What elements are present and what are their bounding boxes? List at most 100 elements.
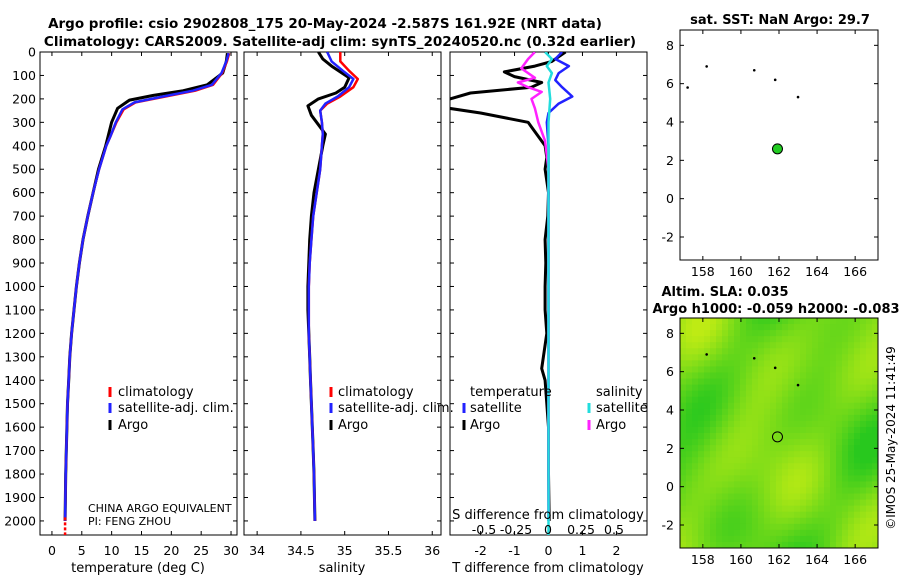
- sla-cell: [788, 511, 795, 519]
- sla-cell: [686, 529, 693, 537]
- sla-cell: [752, 481, 759, 489]
- sla-cell: [752, 402, 759, 410]
- sla-cell: [794, 481, 801, 489]
- sla-cell: [782, 451, 789, 458]
- sla-cell: [728, 354, 735, 361]
- sla-cell: [842, 451, 849, 458]
- sla-cell: [692, 469, 699, 476]
- sla-cell: [848, 535, 855, 543]
- sla-cell: [716, 499, 723, 507]
- sla-map-content: [705, 353, 800, 443]
- sla-cell: [806, 342, 813, 349]
- sla-cell: [770, 402, 777, 410]
- sla-cell: [692, 457, 699, 464]
- map-y-tick-label: 6: [666, 364, 674, 379]
- sla-cell: [824, 396, 831, 404]
- sla-cell: [680, 475, 687, 483]
- sla-cell: [758, 378, 765, 386]
- sla-cell: [830, 384, 837, 392]
- x-tick-label: 35.5: [375, 543, 403, 558]
- sla-cell: [848, 342, 855, 349]
- sla-cell: [848, 324, 855, 331]
- sla-cell: [686, 396, 693, 404]
- pi-annotation-line2: PI: FENG ZHOU: [88, 515, 171, 528]
- sla-cell: [698, 481, 705, 489]
- sla-cell: [854, 318, 861, 325]
- sla-cell: [722, 372, 729, 380]
- sla-cell: [752, 451, 759, 458]
- sla-cell: [848, 457, 855, 464]
- legend-label-s-argo: Argo: [596, 418, 626, 433]
- sla-cell: [734, 348, 741, 355]
- sla-cell: [836, 529, 843, 537]
- sla-cell: [860, 348, 867, 355]
- sla-cell: [794, 517, 801, 525]
- sla-cell: [740, 426, 747, 434]
- sla-cell: [842, 439, 849, 446]
- sla-cell: [854, 330, 861, 337]
- sla-cell: [764, 535, 771, 543]
- sla-cell: [848, 354, 855, 361]
- sla-cell: [698, 354, 705, 361]
- sla-cell: [746, 348, 753, 355]
- sla-cell: [824, 384, 831, 392]
- sla-cell: [794, 469, 801, 476]
- sla-cell: [812, 414, 819, 422]
- sla-cell: [722, 342, 729, 349]
- sla-cell: [692, 541, 699, 548]
- imos-credit: ©IMOS 25-May-2024 11:41:49: [884, 346, 898, 530]
- sla-cell: [812, 360, 819, 368]
- sla-cell: [872, 384, 878, 392]
- sla-cell: [722, 457, 729, 464]
- sla-cell: [842, 457, 849, 464]
- sla-map-title-line1: Altim. SLA: 0.035: [662, 285, 789, 300]
- island-mark: [796, 95, 800, 99]
- sla-cell: [866, 330, 873, 337]
- x-tick-label: 15: [134, 543, 150, 558]
- sla-cell: [824, 523, 831, 531]
- y-tick-label: 400: [12, 138, 36, 153]
- sla-cell: [680, 408, 687, 416]
- sla-cell: [806, 487, 813, 495]
- sla-cell: [752, 366, 759, 374]
- sla-cell: [866, 348, 873, 355]
- sla-cell: [812, 348, 819, 355]
- sla-cell: [698, 390, 705, 398]
- sla-cell: [860, 324, 867, 331]
- sla-cell: [686, 342, 693, 349]
- sla-cell: [752, 360, 759, 368]
- sla-cell: [752, 336, 759, 343]
- sla-cell: [740, 396, 747, 404]
- sla-cell: [794, 445, 801, 452]
- sla-cell: [740, 408, 747, 416]
- sla-cell: [782, 535, 789, 543]
- sla-cell: [842, 499, 849, 507]
- sla-cell: [698, 408, 705, 416]
- map-y-tick-label: 0: [666, 479, 674, 494]
- sla-cell: [722, 390, 729, 398]
- sla-cell: [734, 487, 741, 495]
- difference-axis: -2 -1 0 1 2: [450, 51, 647, 558]
- sla-cell: [680, 426, 687, 434]
- sla-cell: [788, 523, 795, 531]
- sla-cell: [770, 372, 777, 380]
- sla-cell: [848, 511, 855, 519]
- sla-cell: [776, 511, 783, 519]
- sla-cell: [866, 378, 873, 386]
- sla-cell: [734, 402, 741, 410]
- sla-cell: [722, 475, 729, 483]
- sla-cell: [704, 396, 711, 404]
- sla-cell: [788, 390, 795, 398]
- sla-cell: [704, 493, 711, 501]
- sla-cell: [770, 354, 777, 361]
- x-tick-label: 10: [104, 543, 120, 558]
- sla-cell: [860, 408, 867, 416]
- map-x-tick-label: 160: [729, 264, 753, 279]
- sla-cell: [788, 457, 795, 464]
- sla-cell: [866, 402, 873, 410]
- sla-cell: [746, 463, 753, 470]
- sla-cell: [806, 457, 813, 464]
- sla-cell: [860, 426, 867, 434]
- salinity-series: [306, 52, 360, 521]
- sla-cell: [686, 523, 693, 531]
